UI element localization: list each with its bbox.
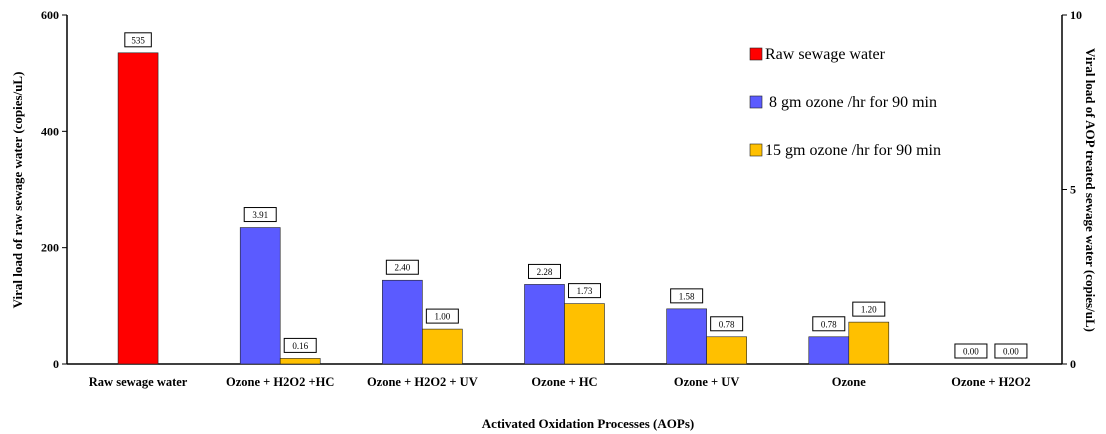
data-label-box [568,283,601,299]
bar [706,336,747,365]
data-label: 0.16 [292,341,308,351]
data-label: 3.91 [252,210,268,220]
data-label: 2.40 [394,263,410,273]
data-label: 1.00 [434,312,450,322]
category-labels: Raw sewage water Ozone + H2O2 +HC Ozone + … [89,375,1031,389]
bar [666,308,707,365]
category-label: Ozone + H2O2 +HC [226,375,334,389]
right-tick-label: 10 [1070,8,1082,22]
x-axis-title: Activated Oxidation Processes (AOPs) [482,416,694,431]
data-label-box [954,343,988,359]
left-tick-label: 200 [41,241,59,255]
legend-label: 15 gm ozone /hr for 90 min [765,142,941,159]
legend-swatch [749,143,763,157]
bar [382,279,423,365]
data-label-box [710,316,744,332]
legend-label: Raw sewage water [765,46,886,63]
data-label: 1.58 [679,291,695,301]
category-label: Ozone + UV [674,375,739,389]
data-labels: 535 3.91 0.16 2.40 1.00 2.28 1.73 1.58 0.78 0.78 1… [124,32,1028,359]
left-tick-label: 600 [41,8,59,22]
data-label: 0.00 [1003,347,1019,357]
category-label: Ozone + HC [531,375,597,389]
data-label: 1.73 [577,286,593,296]
left-y-axis-title: Viral load of raw sewage water (copies/u… [10,72,25,309]
category-label: Ozone + H2O2 + UV [367,375,478,389]
right-y-axis-title: Viral load of AOP treated sewage water (… [1083,48,1098,332]
data-label-box [812,316,846,332]
data-label-box [283,337,317,353]
left-tick-label: 400 [41,124,59,138]
data-label: 1.20 [861,305,877,315]
data-label-box [670,288,704,304]
legend-swatch [749,47,763,61]
data-label: 0.78 [719,319,735,329]
data-label-box [425,308,459,324]
data-label: 0.00 [963,347,979,357]
left-tick-label: 0 [53,357,59,371]
data-label: 2.28 [537,267,553,277]
right-tick-label: 5 [1070,183,1076,197]
bar [279,358,321,365]
category-label: Ozone [832,375,866,389]
legend: Raw sewage water 8 gm ozone /hr for 90 m… [749,46,941,159]
bar [808,336,850,365]
ticks: 0 200 400 600 0 5 10 [41,8,1082,371]
category-label: Raw sewage water [89,375,188,389]
bar [564,303,605,365]
data-label: 0.78 [821,319,837,329]
bar [524,284,565,365]
bars [117,52,890,365]
data-label: 535 [131,35,145,45]
data-label-box [124,32,152,48]
data-label-box [994,343,1028,359]
bar [422,328,463,365]
data-label-box [852,301,886,317]
data-label-box [243,207,277,223]
bar [848,321,890,365]
legend-label: 8 gm ozone /hr for 90 min [765,94,937,111]
data-label-box [528,263,561,279]
bar [117,52,159,365]
data-label-box [385,259,419,275]
right-tick-label: 0 [1070,357,1076,371]
bar [239,227,281,365]
legend-swatch [749,95,763,109]
category-label: Ozone + H2O2 [951,375,1030,389]
